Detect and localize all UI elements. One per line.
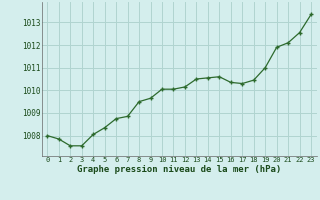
X-axis label: Graphe pression niveau de la mer (hPa): Graphe pression niveau de la mer (hPa) (77, 165, 281, 174)
